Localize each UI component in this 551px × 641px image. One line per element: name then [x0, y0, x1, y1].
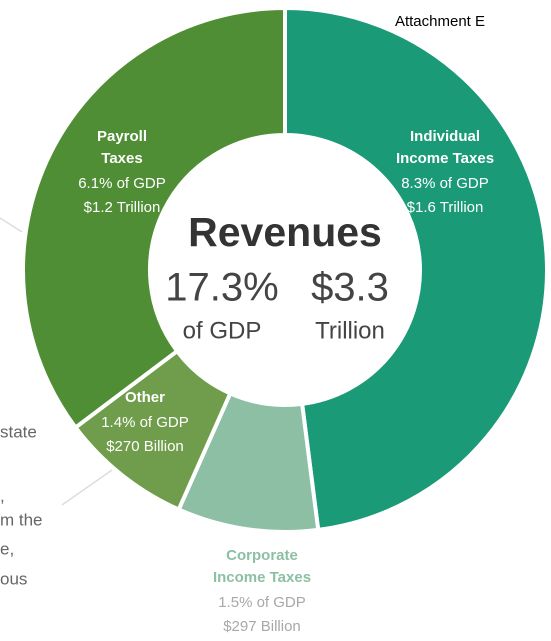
- total-unit: of GDP: [183, 317, 262, 344]
- slices: [21, 5, 549, 534]
- value-label: 8.3% of GDP: [401, 175, 489, 192]
- slice-name: Corporate: [226, 547, 298, 564]
- amount-label: $297 Billion: [223, 618, 301, 635]
- leader-line: [61, 469, 113, 506]
- amount-unit: Trillion: [315, 317, 385, 344]
- slice-name: Individual: [410, 128, 480, 145]
- side-text: e,: [0, 539, 14, 558]
- amount-label: $3.3: [311, 266, 389, 310]
- slice-name: Payroll: [97, 128, 147, 145]
- side-text: ous: [0, 569, 27, 588]
- value-label: 6.1% of GDP: [78, 175, 166, 192]
- amount-label: $270 Billion: [106, 438, 184, 455]
- slice-name: Other: [125, 389, 165, 406]
- amount-label: $1.6 Trillion: [407, 199, 484, 216]
- total-label: 17.3%: [165, 266, 278, 310]
- amount-label: $1.2 Trillion: [84, 199, 161, 216]
- value-label: 1.5% of GDP: [218, 594, 306, 611]
- slice: [283, 5, 549, 533]
- side-text: ,: [0, 486, 5, 505]
- slice: [21, 5, 287, 431]
- leader-line: [0, 217, 23, 233]
- slice-name: Taxes: [101, 150, 142, 167]
- chart-title: Revenues: [188, 209, 382, 255]
- slice-name: Income Taxes: [396, 150, 494, 167]
- side-text: state: [0, 422, 37, 441]
- header: Attachment E: [395, 13, 485, 30]
- side-text: m the: [0, 510, 43, 529]
- value-label: 1.4% of GDP: [101, 414, 189, 431]
- slice-name: Income Taxes: [213, 569, 311, 586]
